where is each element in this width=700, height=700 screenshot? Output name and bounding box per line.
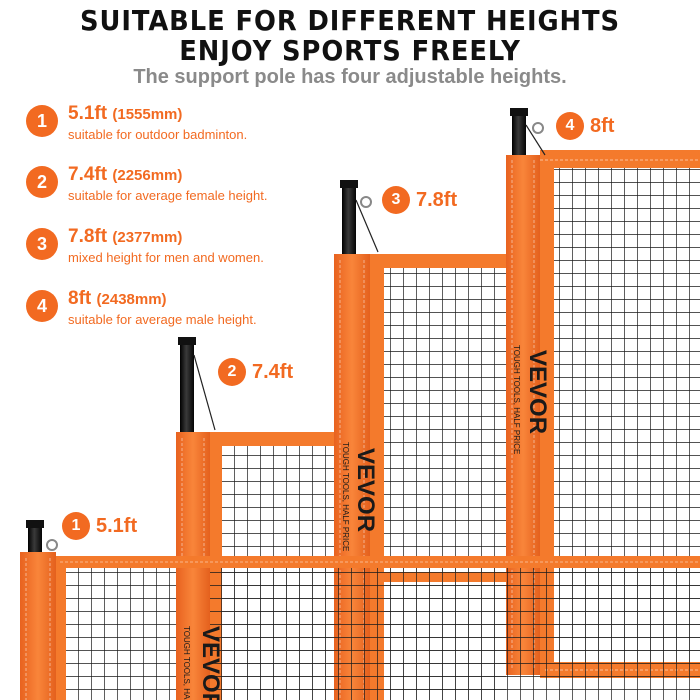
option-height: 7.4ft (2256mm) [68,164,183,185]
option-number-badge: 4 [26,290,58,322]
option-height: 7.8ft (2377mm) [68,226,183,247]
subtitle: The support pole has four adjustable hei… [133,66,567,88]
brand-tagline-net4: TOUGH TOOLS, HALF PRICE [512,345,521,454]
brand-logo-net4: VEVOR [524,350,551,434]
brand-logo-net2: VEVOR [197,626,224,700]
option-description: suitable for average female height. [68,188,268,203]
headline-line-1: SUITABLE FOR DIFFERENT HEIGHTS [80,4,620,37]
option-number-badge: 2 [26,166,58,198]
brand-marks: VEVOR TOUGH TOOLS, HALF PRICE VEVOR TOUG… [182,345,551,700]
option-height: 5.1ft (1555mm) [68,103,183,124]
option-description: suitable for average male height. [68,312,257,327]
headline-line-2: ENJOY SPORTS FREELY [179,34,521,67]
brand-tagline-net3: TOUGH TOOLS, HALF PRICE [341,442,350,551]
brand-tagline-net2: TOUGH TOOLS, HALF PRICE [182,626,191,700]
net-1 [20,520,700,700]
option-description: suitable for outdoor badminton. [68,127,248,142]
net-label-2: 2 7.4ft [218,358,293,386]
option-description: mixed height for men and women. [68,250,264,265]
net-height-label: 8ft [590,114,615,137]
net-height-label: 5.1ft [96,514,138,537]
net-height-label: 7.8ft [416,188,458,211]
net-height-label: 7.4ft [252,360,294,383]
option-number-badge: 1 [26,105,58,137]
option-number-badge: 3 [26,228,58,260]
net-number-badge: 1 [62,512,90,540]
net-label-1: 1 5.1ft [62,512,137,540]
net-number-badge: 4 [556,112,584,140]
option-height: 8ft (2438mm) [68,288,167,309]
brand-logo-net3: VEVOR [352,448,379,532]
net-number-badge: 2 [218,358,246,386]
net-number-badge: 3 [382,186,410,214]
net-label-4: 4 8ft [556,112,614,140]
net-label-3: 3 7.8ft [382,186,457,214]
